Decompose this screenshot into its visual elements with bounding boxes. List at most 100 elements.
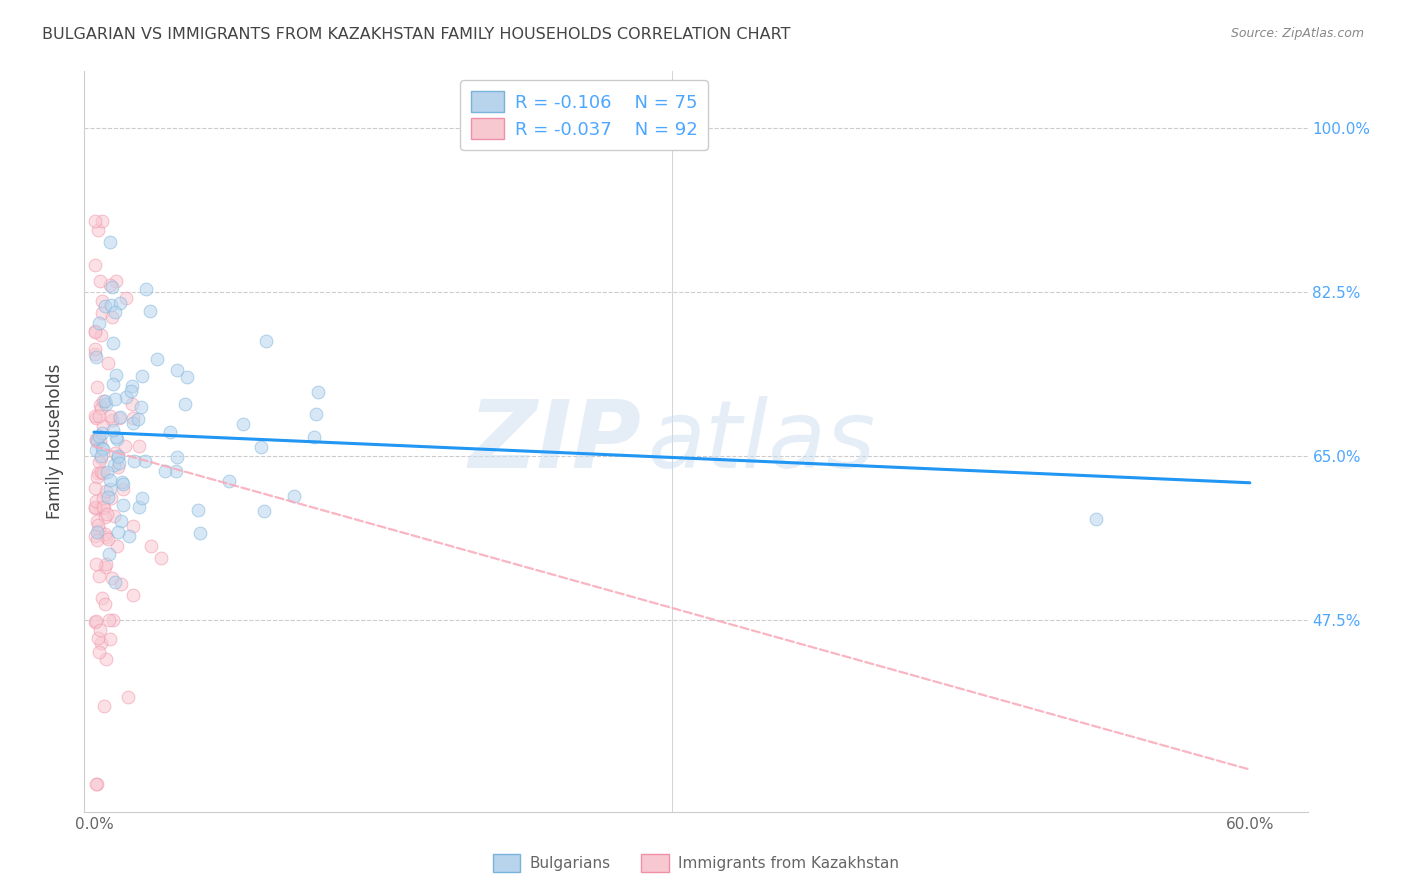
Point [166, 363, 188, 377]
Point [93, 501, 115, 516]
Point [187, 503, 209, 517]
Point [108, 296, 131, 310]
Point [87, 631, 110, 645]
Point [98, 632, 121, 646]
Point [86, 470, 108, 484]
Point [94, 299, 117, 313]
Point [110, 514, 132, 528]
Point [90, 636, 112, 650]
Point [84, 258, 107, 272]
Point [105, 539, 128, 553]
Point [84, 776, 107, 790]
Point [94, 510, 117, 524]
Point [84, 615, 107, 629]
Point [86, 533, 108, 547]
Point [91, 418, 114, 433]
Point [104, 446, 127, 460]
Legend: Bulgarians, Immigrants from Kazakhstan: Bulgarians, Immigrants from Kazakhstan [486, 848, 905, 878]
Point [121, 518, 143, 533]
Point [139, 303, 162, 318]
Point [103, 613, 125, 627]
Point [89, 429, 111, 443]
Point [101, 336, 124, 351]
Point [89, 399, 111, 413]
Point [84, 324, 107, 338]
Point [107, 450, 129, 465]
Point [87, 517, 110, 532]
Point [112, 476, 135, 491]
Point [91, 293, 114, 308]
Point [131, 368, 153, 383]
Point [146, 351, 169, 366]
Point [107, 459, 129, 474]
Point [87, 523, 110, 537]
Point [105, 430, 128, 444]
Text: BULGARIAN VS IMMIGRANTS FROM KAZAKHSTAN FAMILY HOUSEHOLDS CORRELATION CHART: BULGARIAN VS IMMIGRANTS FROM KAZAKHSTAN … [42, 27, 790, 42]
Point [107, 456, 129, 470]
Point [90, 451, 112, 466]
Point [1084, 512, 1107, 526]
Text: atlas: atlas [647, 396, 876, 487]
Point [89, 501, 111, 516]
Point [84, 214, 107, 228]
Point [114, 390, 136, 404]
Point [84, 493, 107, 508]
Point [232, 417, 254, 431]
Point [98, 547, 121, 561]
Point [96, 465, 118, 479]
Point [91, 442, 114, 456]
Point [86, 776, 108, 790]
Point [112, 482, 135, 496]
Point [91, 442, 114, 456]
Point [188, 525, 211, 540]
Point [93, 527, 115, 541]
Point [98, 278, 121, 293]
Point [129, 400, 152, 414]
Point [114, 439, 136, 453]
Point [105, 432, 128, 446]
Point [93, 699, 115, 714]
Point [176, 370, 198, 384]
Point [87, 454, 110, 468]
Point [89, 275, 111, 289]
Point [117, 690, 139, 705]
Point [91, 306, 114, 320]
Point [103, 377, 125, 392]
Point [108, 410, 131, 425]
Point [218, 474, 240, 488]
Point [98, 482, 121, 496]
Point [94, 558, 117, 572]
Point [100, 571, 122, 585]
Point [97, 490, 120, 504]
Point [100, 310, 122, 324]
Point [103, 509, 125, 524]
Point [84, 614, 107, 628]
Point [254, 334, 277, 348]
Point [101, 280, 124, 294]
Point [91, 491, 114, 505]
Point [94, 597, 117, 611]
Point [84, 346, 107, 360]
Point [128, 439, 150, 453]
Point [89, 434, 111, 448]
Point [84, 343, 107, 357]
Point [98, 409, 121, 423]
Point [104, 575, 127, 590]
Point [101, 423, 124, 437]
Point [115, 291, 138, 305]
Point [94, 652, 117, 666]
Point [84, 481, 107, 495]
Point [131, 491, 153, 505]
Point [307, 385, 329, 400]
Point [97, 532, 120, 546]
Point [91, 466, 114, 480]
Point [94, 397, 117, 411]
Point [174, 397, 197, 411]
Point [86, 223, 108, 237]
Point [100, 491, 122, 505]
Point [128, 500, 150, 515]
Text: Source: ZipAtlas.com: Source: ZipAtlas.com [1230, 27, 1364, 40]
Point [121, 397, 143, 411]
Point [97, 356, 120, 370]
Point [122, 588, 145, 602]
